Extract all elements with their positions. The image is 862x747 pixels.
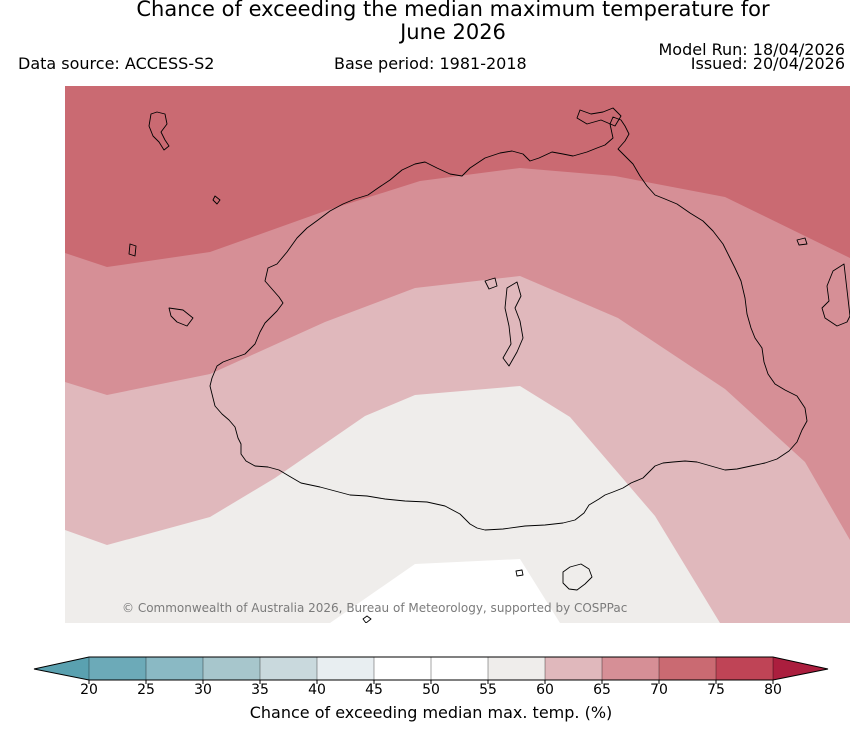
island-coastline xyxy=(515,569,524,577)
colorbar-cell-70-75 xyxy=(659,657,717,680)
mainland-coastline xyxy=(209,116,808,531)
colorbar-extend-high xyxy=(773,657,828,680)
colorbar-tick-label: 65 xyxy=(593,682,611,698)
forecast-map xyxy=(65,86,850,623)
colorbar-tick-label: 45 xyxy=(365,682,383,698)
data-source: Data source: ACCESS-S2 xyxy=(18,54,215,73)
island-coastline xyxy=(484,277,498,290)
colorbar-cell-55-60 xyxy=(488,657,546,680)
colorbar-tick-label: 75 xyxy=(707,682,725,698)
title-line-1: Chance of exceeding the median maximum t… xyxy=(136,0,770,21)
new-guinea-south-coastline xyxy=(576,107,622,127)
colorbar-tick-label: 55 xyxy=(479,682,497,698)
title-line-2: June 2026 xyxy=(400,20,506,44)
colorbar-tick-label: 25 xyxy=(137,682,155,698)
colorbar-cell-35-40 xyxy=(260,657,318,680)
sumatra-coastline xyxy=(148,111,170,151)
colorbar-tick-label: 60 xyxy=(536,682,554,698)
colorbar-tick-label: 35 xyxy=(251,682,269,698)
colorbar xyxy=(33,656,829,684)
base-period: Base period: 1981-2018 xyxy=(334,54,527,73)
island-coastline xyxy=(796,237,808,246)
island-coastline xyxy=(821,263,850,327)
colorbar-tick-marks xyxy=(88,657,774,684)
copyright-notice: © Commonwealth of Australia 2026, Bureau… xyxy=(122,601,628,615)
island-coastline xyxy=(212,195,221,205)
colorbar-cell-75-80 xyxy=(716,657,774,680)
model-run: Model Run: 18/04/2026 xyxy=(658,40,846,59)
colorbar-cells xyxy=(34,657,828,680)
colorbar-cell-45-50 xyxy=(374,657,432,680)
map-svg xyxy=(65,86,850,623)
island-coastline xyxy=(168,307,194,327)
colorbar-cell-25-30 xyxy=(146,657,204,680)
colorbar-outline xyxy=(33,656,829,681)
colorbar-cell-40-45 xyxy=(317,657,375,680)
colorbar-cell-65-70 xyxy=(602,657,660,680)
lake-coastline xyxy=(502,281,524,367)
island-coastline xyxy=(362,615,372,623)
band-55-60 xyxy=(65,386,720,623)
colorbar-tick-label: 40 xyxy=(308,682,326,698)
colorbar-cell-30-35 xyxy=(203,657,261,680)
colorbar-cell-20-25 xyxy=(89,657,147,680)
band-50-55 xyxy=(330,559,560,623)
coastlines xyxy=(128,107,850,623)
tasmania-coastline xyxy=(562,563,593,591)
colorbar-tick-label: 30 xyxy=(194,682,212,698)
issued-date: Issued: 20/04/2026 xyxy=(690,54,845,73)
colorbar-label: Chance of exceeding median max. temp. (%… xyxy=(249,703,613,722)
colorbar-tick-label: 20 xyxy=(80,682,98,698)
colorbar-tick-label: 50 xyxy=(422,682,440,698)
colorbar-cell-60-65 xyxy=(545,657,603,680)
colorbar-tick-label: 80 xyxy=(764,682,782,698)
chart-title: Chance of exceeding the median maximum t… xyxy=(0,0,862,44)
timor-coastline xyxy=(128,243,137,257)
colorbar-cell-50-55 xyxy=(431,657,489,680)
colorbar-extend-low xyxy=(34,657,89,680)
colorbar-tick-label: 70 xyxy=(650,682,668,698)
